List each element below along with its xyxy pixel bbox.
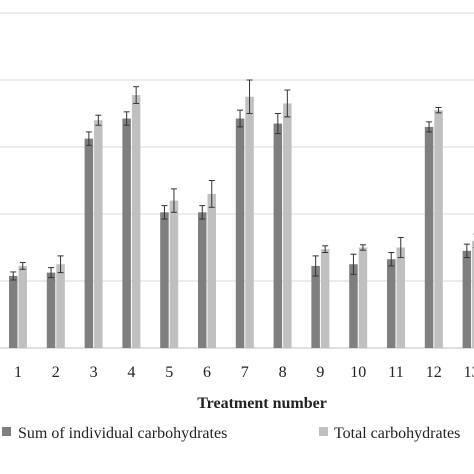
legend-label-series-2: Total carbohydrates (334, 425, 460, 442)
bar-series-1 (273, 123, 283, 348)
bar-series-1 (122, 118, 131, 349)
bar-series-1 (9, 275, 18, 348)
legend-label-series-1: Sum of individual carbohydrates (18, 425, 227, 442)
bar-series-2 (56, 264, 65, 348)
bar-series-2 (18, 265, 27, 348)
x-tick-label: 9 (316, 364, 324, 381)
x-tick-label: 13 (464, 364, 474, 381)
bars (9, 95, 474, 349)
bar-series-2 (169, 200, 179, 348)
bar-series-1 (387, 259, 396, 348)
bar-series-1 (462, 250, 472, 348)
x-tick-label: 3 (90, 364, 98, 381)
bar-series-2 (396, 247, 405, 348)
bar-series-1 (235, 118, 245, 349)
x-tick-label: 11 (388, 364, 403, 381)
x-tick-label: 10 (350, 364, 366, 381)
x-tick-label: 12 (426, 364, 442, 381)
bar-series-1 (160, 212, 169, 348)
x-tick-label: 8 (279, 364, 287, 381)
bar-series-2 (434, 110, 443, 349)
bar-series-1 (84, 138, 94, 348)
x-tick-label: 6 (203, 364, 211, 381)
bar-series-2 (283, 103, 292, 348)
x-tick-labels: 12345678910111213 (14, 364, 474, 381)
bar-series-2 (358, 247, 368, 348)
legend-swatch-series-2 (319, 427, 328, 436)
bar-series-2 (472, 240, 474, 348)
legend: Sum of individual carbohydrates Total ca… (2, 425, 460, 442)
x-tick-label: 7 (241, 364, 249, 381)
bar-series-2 (320, 249, 330, 348)
legend-swatch-series-1 (2, 427, 11, 436)
bar-series-1 (424, 126, 434, 349)
bar-series-2 (94, 120, 103, 348)
x-tick-label: 1 (14, 364, 22, 381)
x-tick-label: 2 (52, 364, 60, 381)
x-axis-title: Treatment number (197, 395, 327, 412)
bar-series-1 (349, 264, 358, 348)
x-tick-label: 4 (127, 364, 135, 381)
bar-series-1 (311, 265, 320, 348)
bar-series-1 (46, 272, 56, 348)
bar-series-2 (245, 96, 254, 348)
x-tick-label: 5 (165, 364, 173, 381)
bar-series-2 (207, 193, 216, 348)
bar-series-2 (131, 95, 141, 348)
error-bars (10, 79, 474, 281)
bar-series-1 (198, 212, 207, 348)
